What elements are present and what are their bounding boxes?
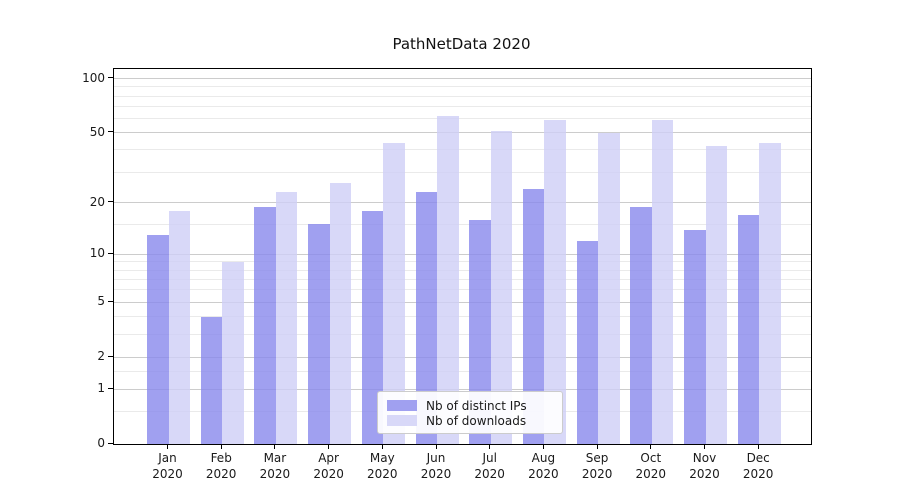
x-tick-label: Feb 2020: [205, 451, 237, 481]
bar-distinct-ips: [361, 210, 384, 444]
legend-label-downloads: Nb of downloads: [426, 413, 527, 428]
bar-distinct-ips: [630, 206, 652, 444]
gridline-major: [114, 301, 811, 303]
x-tick-label: Apr 2020: [313, 451, 344, 481]
y-tick: [108, 252, 113, 254]
x-tick: [381, 444, 383, 449]
bar-distinct-ips: [576, 240, 599, 444]
legend-item-distinct-ips: Nb of distinct IPs: [387, 398, 554, 413]
y-tick: [108, 442, 113, 444]
x-tick: [542, 444, 544, 449]
legend-swatch-distinct-ips: [387, 400, 417, 411]
bar-downloads: [651, 119, 674, 444]
bar-downloads: [383, 142, 405, 444]
x-tick: [596, 444, 598, 449]
x-tick: [757, 444, 759, 449]
y-tick-label: 50: [89, 124, 105, 139]
x-tick-label: Jan 2020: [152, 451, 183, 481]
bar-downloads: [759, 142, 781, 444]
y-tick-label: 0: [97, 436, 105, 450]
x-tick: [704, 444, 705, 449]
gridline-major: [114, 253, 811, 255]
x-tick: [220, 444, 222, 449]
x-tick-label: May 2020: [367, 451, 398, 481]
gridline-major: [114, 388, 811, 390]
gridline-minor: [114, 105, 811, 107]
legend-label-distinct-ips: Nb of distinct IPs: [426, 398, 527, 413]
x-tick: [328, 444, 330, 449]
gridline-minor: [114, 261, 811, 263]
bar-distinct-ips: [200, 316, 223, 444]
bar-downloads: [544, 119, 566, 444]
gridline-major: [114, 202, 811, 204]
gridline-minor: [114, 316, 811, 318]
x-tick: [167, 444, 168, 449]
y-tick: [108, 131, 113, 133]
legend-item-downloads: Nb of downloads: [387, 413, 554, 428]
x-tick-label: Dec 2020: [742, 451, 774, 481]
x-tick: [435, 444, 437, 449]
gridline-minor: [114, 269, 811, 271]
gridline-minor: [114, 370, 811, 372]
bar-downloads: [222, 261, 244, 444]
plot-area: [113, 68, 812, 445]
gridline-major: [114, 78, 811, 80]
bar-distinct-ips: [684, 229, 706, 444]
chart-title: PathNetData 2020: [392, 35, 531, 53]
bar-distinct-ips: [737, 215, 760, 444]
y-tick-label: 100: [82, 70, 105, 85]
gridline-minor: [114, 149, 811, 151]
gridline-minor: [114, 333, 811, 335]
gridline-minor: [114, 223, 811, 225]
y-tick-label: 1: [97, 381, 105, 396]
y-tick-label: 5: [97, 294, 105, 309]
y-tick-label: 20: [89, 194, 105, 209]
bar-distinct-ips: [147, 235, 169, 444]
gridline-minor: [114, 118, 811, 119]
gridline-minor: [114, 289, 811, 291]
bar-distinct-ips: [469, 219, 491, 444]
y-tick: [108, 77, 113, 79]
y-tick: [108, 201, 113, 203]
gridline-minor: [114, 86, 811, 88]
y-tick-label: 10: [89, 246, 105, 261]
gridline-minor: [114, 278, 811, 280]
y-tick: [108, 355, 113, 357]
x-tick-label: Nov 2020: [689, 451, 720, 481]
gridline-minor: [114, 171, 811, 173]
bar-distinct-ips: [254, 206, 276, 444]
x-tick-label: Jul 2020: [474, 451, 505, 481]
bar-downloads: [168, 210, 190, 444]
bar-downloads: [437, 115, 459, 444]
bar-downloads: [329, 183, 352, 444]
x-tick: [489, 444, 491, 449]
bar-downloads: [705, 146, 727, 444]
gridline-major: [114, 356, 811, 358]
gridline-major: [114, 132, 811, 134]
x-tick-label: Jun 2020: [420, 451, 452, 481]
y-tick: [108, 387, 113, 389]
legend: Nb of distinct IPs Nb of downloads: [377, 391, 563, 434]
y-tick-label: 2: [97, 349, 105, 363]
legend-swatch-downloads: [387, 415, 417, 426]
bar-distinct-ips: [522, 189, 545, 444]
bar-downloads: [490, 131, 513, 444]
y-tick: [108, 300, 113, 302]
bar-downloads: [275, 192, 298, 444]
bar-distinct-ips: [415, 192, 437, 444]
bar-downloads: [598, 132, 620, 444]
gridline-minor: [114, 95, 811, 97]
x-tick: [274, 444, 276, 449]
bar-distinct-ips: [308, 224, 330, 444]
x-tick-label: Mar 2020: [259, 451, 291, 481]
x-tick-label: Sep 2020: [581, 451, 613, 481]
x-tick-label: Oct 2020: [635, 451, 667, 481]
x-tick: [650, 444, 652, 449]
x-tick-label: Aug 2020: [528, 451, 559, 481]
